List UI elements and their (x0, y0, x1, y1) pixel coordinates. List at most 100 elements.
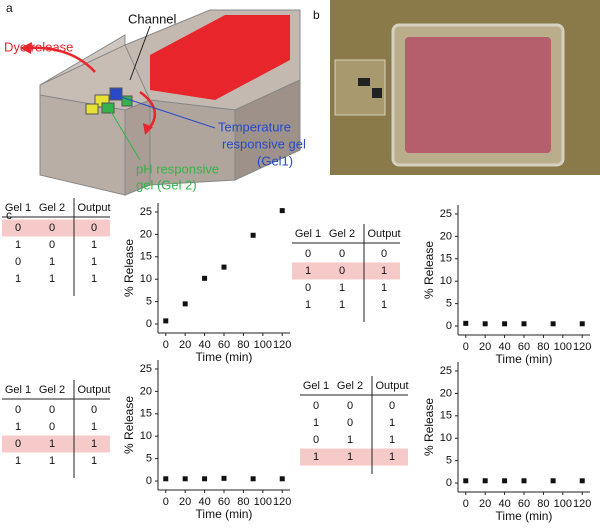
table-cell: 1 (389, 417, 395, 429)
x-tick-label: 0 (463, 498, 469, 510)
table-cell: 0 (347, 400, 353, 412)
table-cell: 1 (91, 273, 97, 285)
table-header: Gel 1 (5, 384, 31, 396)
x-tick-label: 100 (254, 339, 272, 351)
table-cell: 1 (49, 256, 55, 268)
table-cell: 0 (49, 222, 55, 234)
x-tick-label: 0 (163, 339, 169, 351)
data-point (521, 321, 527, 327)
row-highlight (292, 262, 400, 280)
y-tick-label: 10 (440, 275, 452, 287)
table-header: Output (367, 228, 400, 240)
data-point (482, 478, 488, 484)
x-tick-label: 80 (237, 496, 249, 508)
x-tick-label: 40 (198, 339, 210, 351)
table-header: Gel 2 (337, 380, 363, 392)
y-tick-label: 20 (140, 228, 152, 240)
y-tick-label: 15 (440, 253, 452, 265)
table-cell: 0 (49, 404, 55, 416)
x-tick-label: 40 (498, 498, 510, 510)
x-tick-label: 60 (518, 341, 530, 353)
x-tick-label: 60 (518, 498, 530, 510)
y-tick-label: 5 (146, 453, 152, 465)
data-point (221, 264, 227, 270)
table-header: Gel 1 (5, 202, 31, 214)
annotation: responsive gel (222, 136, 306, 151)
data-point (163, 318, 169, 324)
device-illustration (20, 9, 301, 196)
x-tick-label: 100 (554, 498, 572, 510)
panel-label: b (313, 8, 320, 22)
annotation: gel (Gel 2) (136, 177, 197, 192)
table-cell: 0 (49, 421, 55, 433)
x-tick-label: 60 (218, 339, 230, 351)
y-tick-label: 25 (140, 363, 152, 375)
x-tick-label: 80 (537, 498, 549, 510)
table-cell: 0 (305, 282, 311, 294)
x-axis-label: Time (min) (196, 350, 253, 364)
y-tick-label: 15 (440, 410, 452, 422)
table-cell: 1 (49, 273, 55, 285)
table-cell: 0 (91, 222, 97, 234)
table-cell: 1 (305, 299, 311, 311)
table-cell: 1 (91, 455, 97, 467)
table-cell: 1 (381, 299, 387, 311)
x-tick-label: 120 (573, 498, 591, 510)
table-cell: 1 (15, 273, 21, 285)
y-tick-label: 10 (140, 273, 152, 285)
y-axis-label: % Release (422, 241, 436, 299)
x-axis-label: Time (min) (496, 352, 553, 366)
x-tick-label: 120 (273, 496, 291, 508)
table-cell: 0 (381, 248, 387, 260)
data-point (550, 478, 556, 484)
table-cell: 1 (305, 265, 311, 277)
table-cell: 0 (15, 256, 21, 268)
table-cell: 1 (313, 451, 319, 463)
y-axis-label: % Release (422, 398, 436, 456)
annotation: pH responsive (136, 161, 219, 176)
y-tick-label: 10 (440, 432, 452, 444)
table-cell: 0 (313, 434, 319, 446)
data-point (482, 321, 488, 327)
y-tick-label: 5 (446, 455, 452, 467)
table-cell: 1 (389, 434, 395, 446)
y-tick-label: 20 (440, 387, 452, 399)
table-header: Gel 2 (39, 384, 65, 396)
x-tick-label: 80 (237, 339, 249, 351)
table-cell: 1 (339, 299, 345, 311)
table-cell: 0 (339, 248, 345, 260)
x-tick-label: 120 (573, 341, 591, 353)
data-point (279, 208, 285, 214)
annotation: Temperature (218, 119, 291, 134)
x-axis-label: Time (min) (496, 509, 553, 523)
y-tick-label: 15 (140, 408, 152, 420)
data-point (250, 476, 256, 482)
table-cell: 1 (313, 417, 319, 429)
x-tick-label: 120 (273, 339, 291, 351)
data-point (579, 478, 585, 484)
table-cell: 1 (15, 239, 21, 251)
data-point (502, 321, 508, 327)
table-header: Gel 1 (303, 380, 329, 392)
y-tick-label: 15 (140, 251, 152, 263)
y-tick-label: 20 (440, 230, 452, 242)
y-tick-label: 5 (146, 296, 152, 308)
data-point (250, 232, 256, 238)
table-cell: 1 (381, 265, 387, 277)
table-cell: 1 (347, 434, 353, 446)
x-tick-label: 20 (179, 339, 191, 351)
x-tick-label: 100 (554, 341, 572, 353)
row-highlight (2, 435, 110, 453)
table-cell: 0 (347, 417, 353, 429)
data-point (202, 275, 208, 281)
row-highlight (300, 448, 408, 466)
table-cell: 1 (15, 421, 21, 433)
y-tick-label: 0 (146, 318, 152, 330)
data-point (163, 476, 169, 482)
y-tick-label: 25 (440, 208, 452, 220)
table-cell: 1 (91, 256, 97, 268)
data-point (502, 478, 508, 484)
data-point (182, 301, 188, 307)
y-tick-label: 0 (446, 477, 452, 489)
table-cell: 1 (381, 282, 387, 294)
